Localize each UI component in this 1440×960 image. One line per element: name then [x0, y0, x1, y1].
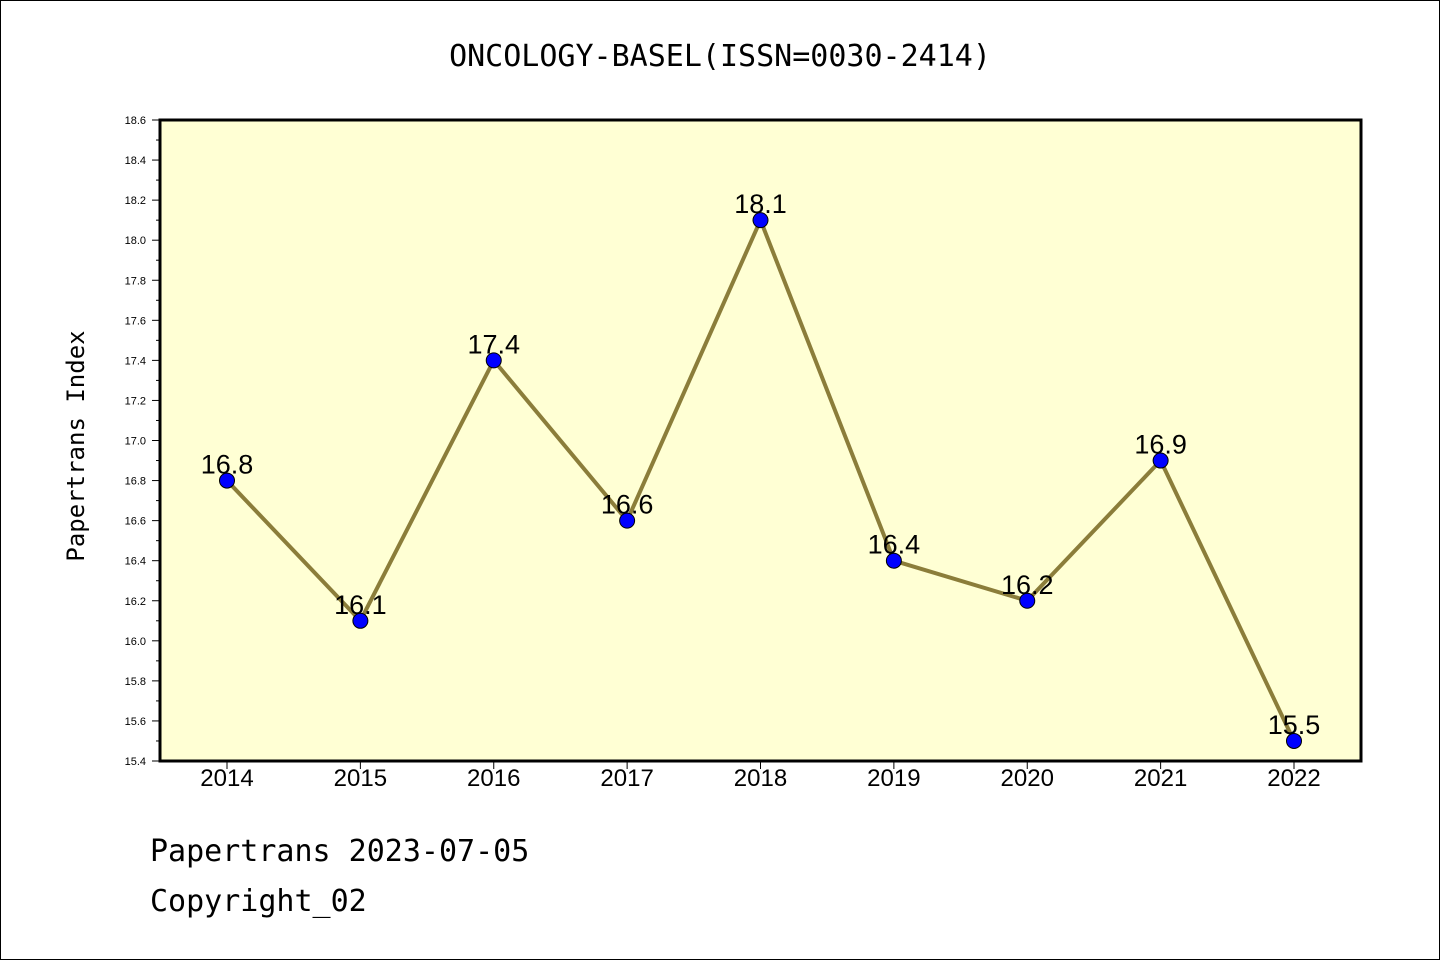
data-point	[352, 612, 369, 629]
data-label: 16.9	[1134, 430, 1187, 460]
data-label: 15.5	[1268, 710, 1321, 740]
x-tick-label: 2014	[200, 765, 253, 792]
y-tick-label: 17.0	[125, 436, 146, 448]
x-tick-label: 2016	[467, 765, 520, 792]
data-labels: 16.8 16.1 17.4 16.6 18.1 16.4 16.2 16.9 15.5	[201, 189, 1321, 740]
footer-copyright: Copyright_02	[150, 884, 367, 919]
y-tick-label: 17.2	[125, 395, 146, 407]
data-point	[1019, 592, 1036, 609]
data-label: 17.4	[467, 329, 520, 359]
data-point	[885, 552, 902, 569]
y-tick-label: 16.2	[125, 596, 146, 608]
data-point	[619, 512, 636, 529]
y-axis-label: Papertrans Index	[62, 330, 90, 561]
y-tick-label: 17.8	[125, 275, 146, 287]
y-tick-label: 16.4	[125, 556, 146, 568]
y-tick-label: 17.4	[125, 355, 146, 367]
x-tick-label: 2017	[600, 765, 653, 792]
footer-date-line: Papertrans 2023-07-05	[150, 834, 530, 869]
x-axis-ticks: 2014 2015 2016 2017 2018 2019 2020 2021 2022	[200, 761, 1321, 792]
y-tick-label: 16.0	[125, 636, 146, 648]
data-label: 16.1	[334, 590, 387, 620]
data-point	[485, 352, 502, 369]
data-label: 16.2	[1001, 570, 1054, 600]
data-point	[1286, 732, 1302, 749]
x-tick-label: 2022	[1267, 765, 1320, 792]
y-tick-label: 18.0	[125, 235, 146, 247]
data-point	[219, 472, 235, 489]
data-label: 16.8	[201, 450, 254, 480]
y-tick-label: 18.2	[125, 195, 146, 207]
y-tick-label: 16.6	[125, 516, 146, 528]
data-point	[1152, 452, 1169, 469]
x-tick-label: 2015	[334, 765, 387, 792]
y-axis-ticks: 15.4 15.6 15.8 16.0 16.2 16.4 16.6 16.8 17.0 17.2…	[125, 115, 160, 768]
y-tick-label: 17.6	[125, 315, 146, 327]
data-markers	[219, 212, 1302, 749]
chart-title: ONCOLOGY-BASEL(ISSN=0030-2414)	[449, 39, 991, 74]
y-tick-label: 15.6	[125, 716, 146, 728]
y-tick-label: 18.6	[125, 115, 146, 127]
y-tick-label: 18.4	[125, 155, 146, 167]
data-point	[752, 212, 769, 229]
y-tick-label: 16.8	[125, 476, 146, 488]
x-tick-label: 2019	[867, 765, 920, 792]
data-label: 16.6	[601, 490, 654, 520]
y-tick-label: 15.8	[125, 676, 146, 688]
x-tick-label: 2021	[1134, 765, 1187, 792]
x-tick-label: 2018	[734, 765, 787, 792]
y-tick-label: 15.4	[125, 756, 146, 768]
data-label: 18.1	[734, 189, 787, 219]
data-label: 16.4	[868, 530, 921, 560]
x-tick-label: 2020	[1001, 765, 1054, 792]
